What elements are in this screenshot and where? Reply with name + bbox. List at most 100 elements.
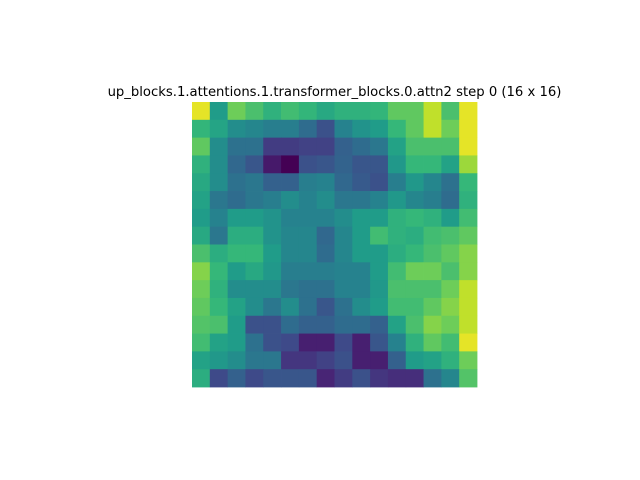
heatmap-cell-r5-c5 bbox=[281, 191, 300, 210]
heatmap-cell-r14-c10 bbox=[370, 351, 389, 370]
heatmap-cell-r13-c3 bbox=[245, 333, 264, 352]
heatmap-cell-r14-c9 bbox=[352, 351, 371, 370]
heatmap-cell-r12-c5 bbox=[281, 315, 300, 334]
heatmap-cell-r9-c2 bbox=[227, 262, 246, 281]
heatmap-cell-r11-c2 bbox=[227, 297, 246, 317]
heatmap-cell-r2-c5 bbox=[281, 137, 300, 156]
heatmap-cell-r7-c5 bbox=[281, 226, 300, 245]
heatmap-cell-r1-c0 bbox=[192, 119, 211, 139]
heatmap-cell-r1-c2 bbox=[227, 119, 246, 139]
heatmap-cell-r9-c3 bbox=[245, 262, 264, 281]
heatmap-cell-r1-c13 bbox=[423, 119, 442, 139]
heatmap-cell-r4-c13 bbox=[423, 173, 442, 192]
heatmap-cell-r12-c4 bbox=[263, 315, 282, 334]
heatmap-cell-r12-c13 bbox=[423, 315, 442, 334]
heatmap-cell-r5-c3 bbox=[245, 191, 264, 210]
heatmap-cell-r7-c1 bbox=[209, 226, 229, 245]
heatmap-cell-r5-c9 bbox=[352, 191, 371, 210]
heatmap-cell-r10-c9 bbox=[352, 280, 371, 299]
heatmap-cell-r5-c4 bbox=[263, 191, 282, 210]
heatmap-cell-r6-c9 bbox=[352, 208, 371, 228]
heatmap-cell-r7-c11 bbox=[387, 226, 407, 245]
heatmap-cell-r7-c9 bbox=[352, 226, 371, 245]
heatmap-cell-r15-c0 bbox=[192, 369, 211, 388]
heatmap-cell-r1-c1 bbox=[209, 119, 229, 139]
heatmap-cell-r12-c10 bbox=[370, 315, 389, 334]
heatmap-cell-r6-c11 bbox=[387, 208, 407, 228]
heatmap-cell-r8-c9 bbox=[352, 244, 371, 263]
heatmap-cell-r6-c0 bbox=[192, 208, 211, 228]
heatmap-cell-r5-c2 bbox=[227, 191, 246, 210]
heatmap-cell-r1-c8 bbox=[334, 119, 353, 139]
heatmap-cell-r15-c12 bbox=[405, 369, 424, 388]
heatmap-cell-r12-c11 bbox=[387, 315, 407, 334]
heatmap-cell-r14-c7 bbox=[316, 351, 335, 370]
heatmap-cell-r8-c1 bbox=[209, 244, 229, 263]
heatmap-cell-r0-c5 bbox=[281, 102, 300, 121]
heatmap-cell-r11-c4 bbox=[263, 297, 282, 317]
heatmap-cell-r12-c1 bbox=[209, 315, 229, 334]
heatmap-cell-r2-c7 bbox=[316, 137, 335, 156]
heatmap-cell-r8-c0 bbox=[192, 244, 211, 263]
heatmap-cell-r12-c3 bbox=[245, 315, 264, 334]
heatmap-cell-r13-c0 bbox=[192, 333, 211, 352]
heatmap-cell-r6-c10 bbox=[370, 208, 389, 228]
heatmap-cell-r0-c10 bbox=[370, 102, 389, 121]
heatmap-cell-r10-c4 bbox=[263, 280, 282, 299]
heatmap-cell-r8-c6 bbox=[298, 244, 318, 263]
heatmap-cell-r10-c0 bbox=[192, 280, 211, 299]
heatmap-cell-r9-c1 bbox=[209, 262, 229, 281]
heatmap-cell-r1-c5 bbox=[281, 119, 300, 139]
heatmap-cell-r15-c11 bbox=[387, 369, 407, 388]
heatmap-cell-r5-c14 bbox=[441, 191, 460, 210]
heatmap-cell-r0-c3 bbox=[245, 102, 264, 121]
heatmap-cell-r5-c11 bbox=[387, 191, 407, 210]
heatmap-cell-r3-c13 bbox=[423, 155, 442, 174]
heatmap-cell-r0-c14 bbox=[441, 102, 460, 121]
heatmap-cell-r11-c15 bbox=[459, 297, 478, 317]
heatmap-cell-r1-c14 bbox=[441, 119, 460, 139]
heatmap-cell-r7-c14 bbox=[441, 226, 460, 245]
heatmap-cell-r13-c2 bbox=[227, 333, 246, 352]
heatmap-cell-r11-c6 bbox=[298, 297, 318, 317]
heatmap-cell-r6-c13 bbox=[423, 208, 442, 228]
heatmap-cell-r13-c4 bbox=[263, 333, 282, 352]
heatmap-cell-r4-c5 bbox=[281, 173, 300, 192]
heatmap-cell-r8-c5 bbox=[281, 244, 300, 263]
heatmap-cell-r9-c13 bbox=[423, 262, 442, 281]
heatmap-cell-r8-c2 bbox=[227, 244, 246, 263]
heatmap-cell-r15-c1 bbox=[209, 369, 229, 388]
heatmap-cell-r9-c15 bbox=[459, 262, 478, 281]
heatmap-cell-r1-c10 bbox=[370, 119, 389, 139]
heatmap-cell-r14-c5 bbox=[281, 351, 300, 370]
heatmap-cell-r15-c3 bbox=[245, 369, 264, 388]
heatmap-cell-r1-c15 bbox=[459, 119, 478, 139]
heatmap-cell-r10-c7 bbox=[316, 280, 335, 299]
heatmap-cell-r8-c10 bbox=[370, 244, 389, 263]
heatmap-cell-r2-c12 bbox=[405, 137, 424, 156]
heatmap-cell-r12-c6 bbox=[298, 315, 318, 334]
heatmap-cell-r5-c0 bbox=[192, 191, 211, 210]
heatmap-cell-r15-c6 bbox=[298, 369, 318, 388]
heatmap-cell-r7-c6 bbox=[298, 226, 318, 245]
heatmap-cell-r15-c14 bbox=[441, 369, 460, 388]
heatmap-cell-r15-c2 bbox=[227, 369, 246, 388]
heatmap-cell-r15-c10 bbox=[370, 369, 389, 388]
heatmap-cell-r10-c1 bbox=[209, 280, 229, 299]
heatmap-cell-r9-c9 bbox=[352, 262, 371, 281]
heatmap-cell-r0-c7 bbox=[316, 102, 335, 121]
heatmap-cell-r4-c14 bbox=[441, 173, 460, 192]
heatmap-cell-r4-c11 bbox=[387, 173, 407, 192]
heatmap-cell-r6-c5 bbox=[281, 208, 300, 228]
heatmap-cell-r9-c0 bbox=[192, 262, 211, 281]
heatmap-cell-r0-c12 bbox=[405, 102, 424, 121]
heatmap-cell-r6-c4 bbox=[263, 208, 282, 228]
heatmap-cell-r3-c6 bbox=[298, 155, 318, 174]
heatmap-cell-r11-c3 bbox=[245, 297, 264, 317]
heatmap-cell-r13-c8 bbox=[334, 333, 353, 352]
heatmap-cell-r12-c2 bbox=[227, 315, 246, 334]
heatmap-cell-r0-c13 bbox=[423, 102, 442, 121]
heatmap-cell-r3-c1 bbox=[209, 155, 229, 174]
heatmap-cell-r9-c5 bbox=[281, 262, 300, 281]
